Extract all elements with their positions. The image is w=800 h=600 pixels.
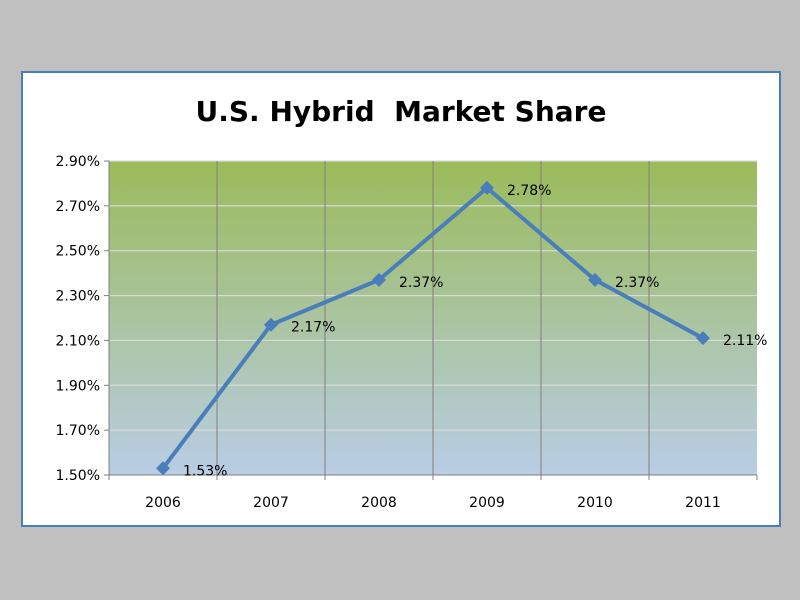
data-point-marker <box>696 331 710 346</box>
chart-title: U.S. Hybrid Market Share <box>195 95 607 128</box>
data-label: 2.37% <box>399 275 443 291</box>
line-chart: 1.50% 1.70% 1.90% 2.10% 2.30% 2.50% 2.70% 2.90%… <box>56 154 768 511</box>
x-tick-label: 2011 <box>685 495 721 511</box>
data-label: 2.17% <box>291 320 335 336</box>
y-tick-label: 1.50% <box>56 468 100 484</box>
data-point-marker <box>264 317 278 332</box>
data-labels: 1.53% 2.17% 2.37% 2.78% 2.37% 2.11% <box>183 183 767 479</box>
y-tick-label: 2.10% <box>56 333 100 349</box>
x-tick-label: 2010 <box>577 495 613 511</box>
data-label: 2.11% <box>723 333 767 349</box>
x-axis-tick-labels: 2006 2007 2008 2009 2010 2011 <box>145 495 721 511</box>
x-tick-label: 2006 <box>145 495 181 511</box>
chart-frame: U.S. Hybrid Market Share 1.50% 1.70% 1.90%… <box>21 71 781 527</box>
series-line-path <box>161 185 705 471</box>
data-point-marker <box>588 272 602 287</box>
x-tick-label: 2009 <box>469 495 505 511</box>
data-label: 2.37% <box>615 275 659 291</box>
vertical-gridlines <box>216 161 650 475</box>
data-label: 2.78% <box>507 183 551 199</box>
y-tick-label: 2.90% <box>56 154 100 170</box>
data-point-marker <box>156 461 170 476</box>
series-line <box>161 185 705 471</box>
data-label: 1.53% <box>183 463 227 479</box>
y-tick-label: 2.30% <box>56 289 100 305</box>
data-point-marker <box>480 180 494 195</box>
x-tick-label: 2007 <box>253 495 289 511</box>
y-tick-label: 1.70% <box>56 423 100 439</box>
axes <box>104 160 758 480</box>
data-point-marker <box>372 272 386 287</box>
y-axis-tick-labels: 1.50% 1.70% 1.90% 2.10% 2.30% 2.50% 2.70% 2.90% <box>56 154 100 484</box>
series-markers <box>156 180 710 476</box>
y-tick-label: 2.70% <box>56 199 100 215</box>
y-tick-label: 2.50% <box>56 244 100 260</box>
y-tick-label: 1.90% <box>56 378 100 394</box>
x-tick-label: 2008 <box>361 495 397 511</box>
